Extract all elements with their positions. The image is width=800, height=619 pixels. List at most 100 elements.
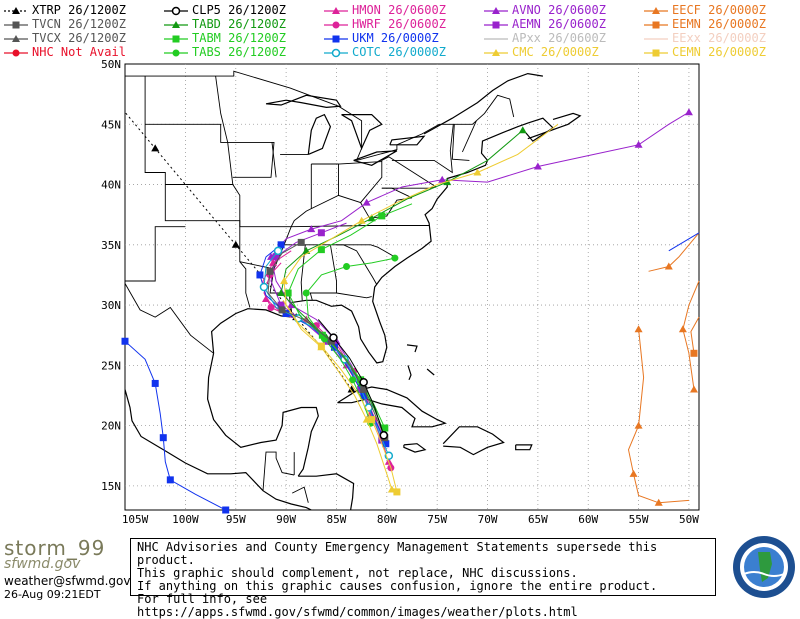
track-point <box>357 216 366 224</box>
legend-marker <box>652 6 660 14</box>
brand-block: storm_99 sfwmd.gov weather@sfwmd.gov 26-… <box>4 536 130 601</box>
track-point <box>473 168 482 176</box>
track-point <box>391 254 399 262</box>
coastline <box>515 444 533 451</box>
track-point <box>438 175 447 183</box>
legend-label: AEMN 26/0600Z <box>512 17 606 31</box>
coastline <box>307 113 332 155</box>
sfwmd-logo-icon <box>733 536 795 598</box>
track-point <box>222 506 230 514</box>
model-tracks <box>121 108 700 514</box>
track-point <box>634 140 643 148</box>
legend-entry: UKM 26/0000Z <box>324 31 439 45</box>
contact-email[interactable]: weather@sfwmd.gov <box>4 574 131 588</box>
legend-label: EECF 26/0000Z <box>672 3 766 17</box>
legend-entry: COTC 26/0000Z <box>324 45 446 59</box>
legend-label: UKM 26/0000Z <box>352 31 439 45</box>
track-point <box>121 337 129 345</box>
legend-symbol <box>324 6 352 16</box>
boundary-line <box>381 187 413 199</box>
track-point <box>634 421 643 429</box>
legend-symbol <box>324 34 352 44</box>
boundary-line <box>291 225 430 228</box>
track-point <box>367 214 376 222</box>
track-point <box>266 267 274 275</box>
legend-symbol <box>644 34 672 44</box>
legend-entry: EExx 26/0000Z <box>644 31 766 45</box>
legend-symbol <box>164 34 192 44</box>
legend-entry: EECF 26/0000Z <box>644 3 766 17</box>
legend-symbol <box>4 6 32 16</box>
track-point <box>278 306 286 314</box>
disclaimer-line: This graphic should complement, not repl… <box>137 566 578 580</box>
coastline <box>206 353 319 477</box>
longitude-label: 100W <box>172 513 199 526</box>
legend-label: EEMN 26/0000Z <box>672 17 766 31</box>
track-point <box>329 333 338 342</box>
longitude-label: 65W <box>528 513 548 526</box>
legend-marker <box>332 21 340 28</box>
track-point <box>664 262 673 270</box>
legend-symbol <box>4 48 32 58</box>
legend-entry: CMC 26/0000Z <box>484 45 599 59</box>
boundary-line <box>461 120 477 153</box>
boundary-line <box>291 486 309 503</box>
legend-label: EExx 26/0000Z <box>672 31 766 45</box>
legend-label: TABS 26/1200Z <box>192 45 286 59</box>
legend-entry: HMON 26/0600Z <box>324 3 446 17</box>
track-point <box>256 271 264 279</box>
track-point <box>690 349 698 357</box>
legend-entry: TABS 26/1200Z <box>164 45 286 59</box>
legend-marker <box>492 48 500 56</box>
track-point <box>382 440 390 448</box>
boundary-line <box>336 244 378 285</box>
legend-entry: TVCX 26/1200Z <box>4 31 126 45</box>
track-point <box>318 331 326 339</box>
track-point <box>277 301 285 309</box>
track-point <box>629 469 638 477</box>
legend-entry: CLP5 26/1200Z <box>164 3 286 17</box>
boundary-line <box>145 123 275 178</box>
legend-entry: AVNO 26/0600Z <box>484 3 606 17</box>
track-point <box>151 144 160 152</box>
track-point <box>347 385 356 393</box>
track-point <box>151 379 159 387</box>
legend-entry: TABM 26/1200Z <box>164 31 286 45</box>
coastline <box>298 473 355 511</box>
legend-label: TABM 26/1200Z <box>192 31 286 45</box>
disclaimer-link-line[interactable]: For full info, see https://apps.sfwmd.go… <box>137 592 578 619</box>
legend-symbol <box>484 20 512 30</box>
disclaimer-line: NHC Advisories and County Emergency Mana… <box>137 540 658 567</box>
legend-label: HMON 26/0600Z <box>352 3 446 17</box>
legend-symbol <box>484 6 512 16</box>
legend-marker <box>171 6 181 15</box>
model-track <box>627 329 689 504</box>
track-point <box>280 276 289 284</box>
latitude-label: 45N <box>101 118 121 131</box>
coastline <box>407 365 412 381</box>
track-point <box>320 335 328 343</box>
legend-label: AVNO 26/0600Z <box>512 3 606 17</box>
coastline <box>124 389 312 511</box>
storm-track-map: 50N 45N 40N 35N 30N 25N 20N 15N 105W 100W 95W 90W 85… <box>101 58 700 526</box>
track-point <box>360 385 368 393</box>
coastline <box>426 368 435 376</box>
track-point <box>282 310 290 318</box>
model-track <box>690 316 700 354</box>
legend-marker <box>652 49 660 56</box>
legend-marker <box>12 34 20 42</box>
legend-entry: TABD 26/1200Z <box>164 17 286 31</box>
track-point <box>654 498 663 506</box>
coastline <box>353 150 398 166</box>
model-track <box>267 241 386 438</box>
brand-sub: sfwmd.gov <box>4 556 81 572</box>
legend-marker <box>652 21 660 28</box>
legend-label: HWRF 26/0600Z <box>352 17 446 31</box>
model-track <box>305 257 396 424</box>
legend-marker <box>331 48 341 57</box>
track-point <box>343 263 351 271</box>
model-track <box>668 232 700 252</box>
longitude-label: 105W <box>122 513 149 526</box>
track-point <box>381 424 389 432</box>
boundary-line <box>165 156 437 228</box>
